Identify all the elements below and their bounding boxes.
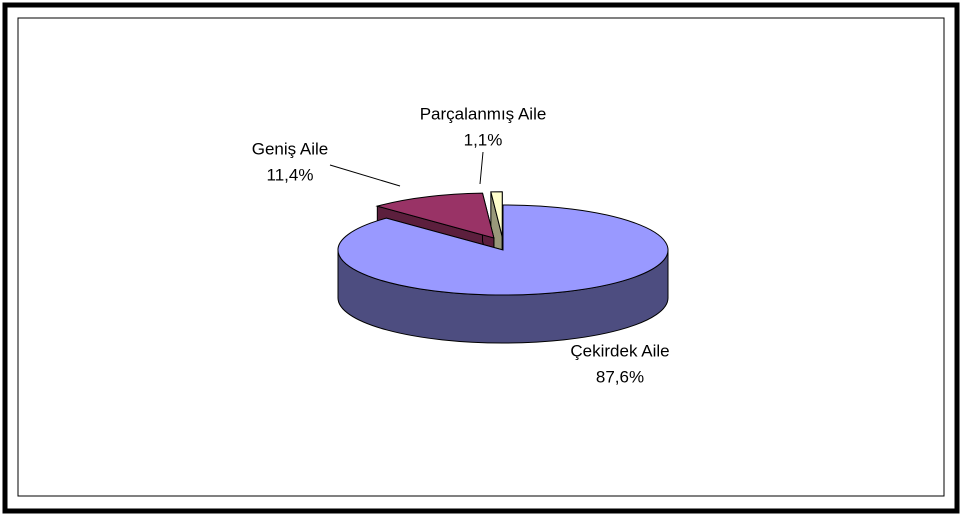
slice-value-label: 11,4% <box>267 165 314 184</box>
slice <box>337 204 669 296</box>
slice-label: Parçalanmış Aile <box>420 104 547 123</box>
slice <box>490 191 503 237</box>
slice-value-label: 1,1% <box>464 130 503 149</box>
leader-line <box>329 164 401 187</box>
slice <box>375 192 495 239</box>
slice-label: Geniş Aile <box>252 139 329 158</box>
slice-value-label: 87,6% <box>596 367 644 386</box>
plot-frame <box>17 17 945 497</box>
leader-line <box>479 151 484 185</box>
slice-label: Çekirdek Aile <box>570 341 669 360</box>
